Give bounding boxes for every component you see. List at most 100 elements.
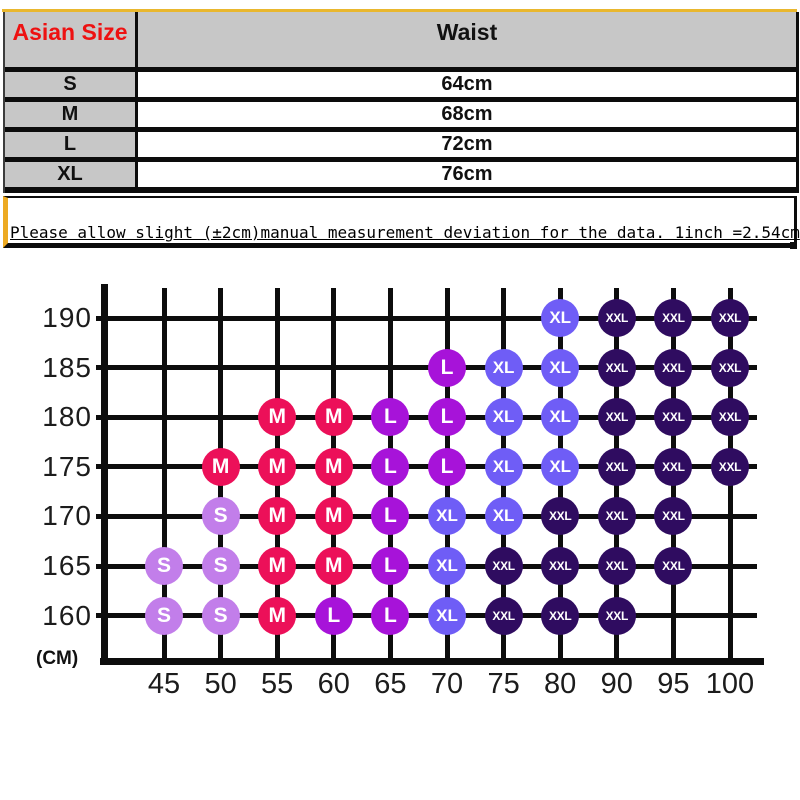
bubble-xxl-x90-y160: XXL: [597, 596, 636, 635]
x-tick-label: 80: [544, 668, 577, 700]
table-row: XL 76cm: [5, 162, 796, 187]
bubble-xxl-x95-y190: XXL: [654, 299, 693, 337]
table-row: M 68cm: [5, 102, 796, 127]
bubble-xl-x80-y185: XL: [541, 348, 580, 387]
bubble-s-x50-y165: S: [201, 547, 240, 585]
header-asian-size: Asian Size: [12, 19, 128, 45]
table-row: S 64cm: [5, 72, 796, 97]
bubble-xxl-x95-y180: XXL: [654, 398, 693, 437]
bubble-m-x55-y165: M: [258, 547, 297, 585]
bubble-xxl-x95-y165: XXL: [654, 547, 693, 585]
y-tick-label: 175: [42, 450, 92, 482]
bubble-xxl-x100-y190: XXL: [711, 299, 749, 337]
bubble-s-x45-y165: S: [145, 547, 183, 585]
header-waist: Waist: [436, 19, 498, 45]
waist-value: 64cm: [138, 72, 796, 97]
table-bottom-border: [5, 187, 796, 193]
bubble-xl-x70-y170: XL: [428, 497, 466, 536]
size-label: S: [5, 72, 135, 97]
size-label: XL: [5, 162, 135, 187]
bubble-xxl-x90-y165: XXL: [597, 547, 636, 585]
bubble-xxl-x90-y185: XXL: [597, 348, 636, 387]
bubble-xl-x75-y170: XL: [484, 497, 523, 536]
bubble-l-x65-y180: L: [371, 398, 410, 437]
bubble-m-x50-y175: M: [201, 447, 240, 486]
bubble-xl-x75-y175: XL: [484, 447, 523, 486]
y-tick-label: 185: [42, 351, 92, 383]
x-tick-label: 70: [430, 668, 464, 700]
x-axis-line: [100, 658, 764, 665]
bubble-l-x60-y160: L: [314, 596, 353, 635]
y-axis-unit-label: (CM): [36, 648, 79, 669]
bubble-xxl-x80-y165: XXL: [541, 547, 580, 585]
column-divider: [135, 12, 138, 67]
x-tick-label: 95: [657, 668, 690, 700]
waist-value: 76cm: [138, 162, 796, 187]
bubble-xxl-x90-y175: XXL: [597, 447, 636, 486]
x-tick-label: 75: [487, 668, 520, 700]
size-table: Asian Size Waist S 64cm M 68cm L 72cm XL…: [3, 12, 799, 193]
bubble-xl-x80-y190: XL: [541, 299, 580, 337]
column-divider: [135, 72, 138, 97]
table-header-row: Asian Size Waist: [5, 12, 796, 67]
bubble-l-x65-y165: L: [371, 547, 410, 585]
bubble-xxl-x90-y180: XXL: [597, 398, 636, 437]
bubble-xl-x70-y165: XL: [428, 547, 466, 585]
bubble-xl-x80-y175: XL: [541, 447, 580, 486]
grid-line-vertical: [161, 288, 167, 661]
bubble-xxl-x75-y160: XXL: [484, 596, 523, 635]
size-label: M: [5, 102, 135, 127]
measurement-note: Please allow slight (±2cm)manual measure…: [10, 223, 800, 242]
row-separator: [5, 97, 796, 102]
grid-line-horizontal: [96, 513, 757, 519]
y-tick-label: 160: [42, 599, 92, 631]
bubble-s-x50-y170: S: [201, 497, 240, 536]
bubble-m-x55-y175: M: [258, 447, 297, 486]
bubble-xxl-x80-y170: XXL: [541, 497, 580, 536]
size-label: L: [5, 132, 135, 157]
row-separator: [5, 127, 796, 132]
x-tick-label: 50: [204, 668, 237, 700]
bubble-l-x70-y175: L: [428, 447, 466, 486]
bubble-m-x55-y160: M: [258, 596, 297, 635]
x-tick-label: 60: [317, 668, 350, 700]
bubble-xl-x75-y180: XL: [484, 398, 523, 437]
row-separator: [5, 157, 796, 162]
bubble-l-x70-y185: L: [428, 348, 466, 387]
bubble-xl-x80-y180: XL: [541, 398, 580, 437]
bubble-xl-x75-y185: XL: [484, 348, 523, 387]
bubble-xxl-x95-y185: XXL: [654, 348, 693, 387]
grid-line-horizontal: [96, 315, 757, 321]
bubble-l-x65-y170: L: [371, 497, 410, 536]
waist-value: 68cm: [138, 102, 796, 127]
x-tick-label: 45: [147, 668, 181, 700]
x-tick-label: 65: [374, 668, 407, 700]
x-tick-label: 100: [705, 668, 755, 700]
bubble-xxl-x90-y190: XXL: [597, 299, 636, 337]
y-tick-label: 190: [42, 302, 92, 333]
bubble-m-x60-y165: M: [314, 547, 353, 585]
bubble-xl-x70-y160: XL: [428, 596, 466, 635]
bubble-m-x60-y170: M: [314, 497, 353, 536]
y-tick-label: 170: [42, 500, 92, 532]
waist-value: 72cm: [138, 132, 796, 157]
bubble-xxl-x80-y160: XXL: [541, 596, 580, 635]
bubble-l-x65-y175: L: [371, 447, 410, 486]
grid-line-horizontal: [96, 464, 757, 470]
column-divider: [135, 102, 138, 127]
x-tick-label: 55: [261, 668, 294, 700]
y-tick-label: 165: [42, 550, 92, 581]
bubble-m-x60-y180: M: [314, 398, 353, 437]
bubble-xxl-x95-y170: XXL: [654, 497, 693, 536]
bubble-s-x45-y160: S: [145, 596, 183, 635]
bubble-m-x55-y170: M: [258, 497, 297, 536]
bubble-xxl-x75-y165: XXL: [484, 547, 523, 585]
bubble-xxl-x95-y175: XXL: [654, 447, 693, 486]
bubble-l-x70-y180: L: [428, 398, 466, 437]
top-accent-line: [2, 9, 797, 12]
bubble-l-x65-y160: L: [371, 596, 410, 635]
bubble-xxl-x100-y175: XXL: [711, 447, 749, 486]
bubble-m-x55-y180: M: [258, 398, 297, 437]
